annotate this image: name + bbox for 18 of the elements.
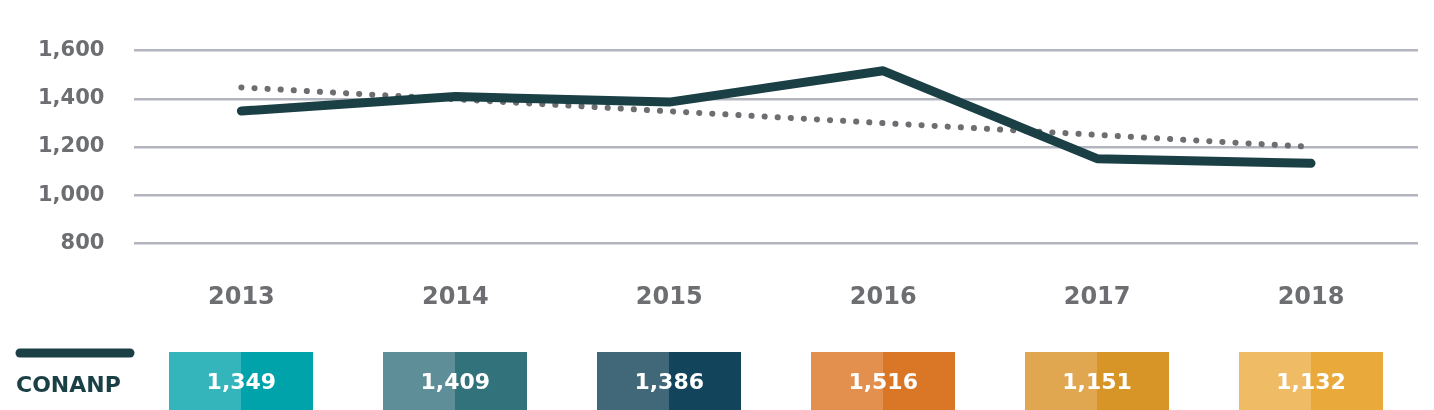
x-tick-label: 2015 — [635, 281, 703, 310]
data-label: 1,409 — [420, 368, 491, 394]
x-tick-label: 2014 — [421, 281, 489, 310]
y-tick-label: 800 — [60, 229, 105, 254]
x-tick-label: 2016 — [849, 281, 917, 310]
data-label: 1,386 — [634, 368, 705, 394]
y-tick-label: 1,600 — [37, 37, 105, 62]
data-label: 1,151 — [1062, 368, 1132, 394]
y-tick-label: 1,400 — [37, 85, 105, 110]
data-label: 1,516 — [848, 368, 918, 394]
data-label: 1,349 — [206, 368, 277, 394]
y-tick-label: 1,200 — [37, 133, 105, 158]
x-tick-label: 2018 — [1277, 281, 1345, 310]
y-tick-label: 1,000 — [37, 181, 105, 206]
x-tick-label: 2017 — [1063, 281, 1131, 310]
legend-label: CONANP — [16, 371, 121, 397]
data-label: 1,132 — [1276, 368, 1346, 394]
x-tick-label: 2013 — [207, 281, 275, 310]
